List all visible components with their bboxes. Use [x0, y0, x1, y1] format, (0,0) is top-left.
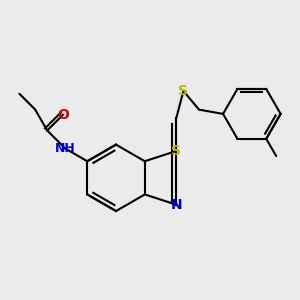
Text: O: O [57, 108, 69, 122]
Text: NH: NH [55, 142, 76, 155]
Text: N: N [171, 198, 182, 212]
Text: S: S [178, 84, 188, 98]
Text: S: S [171, 144, 182, 158]
